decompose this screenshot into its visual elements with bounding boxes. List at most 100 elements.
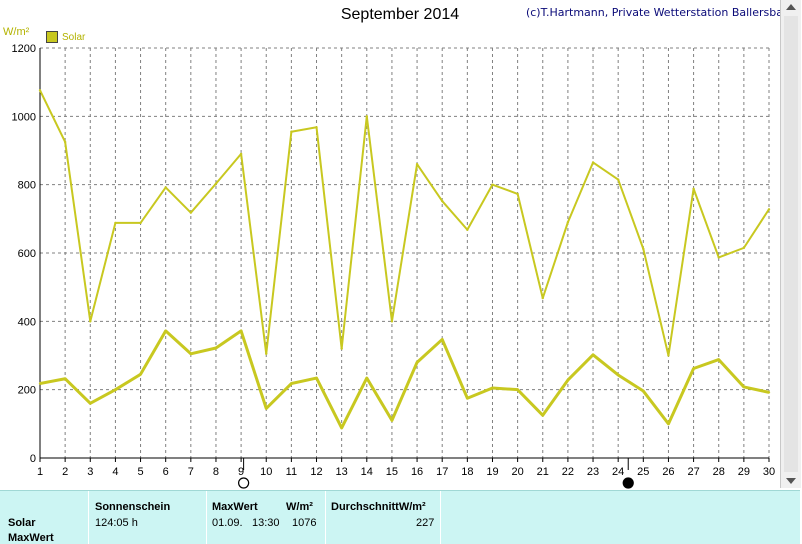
copyright-text: (c)T.Hartmann, Private Wetterstation Bal… — [525, 6, 796, 19]
x-tick-label: 5 — [137, 466, 143, 478]
data-point-max — [516, 192, 519, 196]
x-tick-label: 23 — [587, 466, 599, 478]
data-point-average — [541, 414, 544, 417]
data-point-max — [742, 246, 746, 250]
vertical-scrollbar[interactable] — [780, 0, 801, 488]
chart-title: September 2014 — [340, 6, 460, 23]
x-tick-label: 13 — [336, 466, 348, 478]
x-tick-label: 21 — [537, 466, 549, 478]
data-point-max — [767, 208, 771, 211]
data-point-max — [566, 221, 570, 224]
scrollbar-track[interactable] — [784, 16, 798, 472]
data-point-average — [742, 385, 746, 389]
data-point-max — [340, 347, 343, 350]
x-tick-label: 16 — [411, 466, 423, 478]
data-point-average — [491, 386, 494, 390]
data-point-average — [340, 426, 343, 430]
x-tick-label: 25 — [637, 466, 649, 478]
x-tick-label: 30 — [763, 466, 775, 478]
x-tick-label: 27 — [687, 466, 699, 478]
data-point-max — [365, 115, 368, 118]
data-point-max — [491, 183, 494, 186]
data-point-average — [89, 402, 92, 405]
x-tick-label: 2 — [62, 466, 68, 478]
data-point-average — [214, 346, 218, 350]
x-tick-label: 17 — [436, 466, 448, 478]
data-point-average — [667, 422, 670, 426]
x-tick-label: 9 — [238, 466, 244, 478]
data-point-max — [89, 320, 92, 323]
x-tick-label: 15 — [386, 466, 398, 478]
y-tick-label: 0 — [30, 453, 36, 465]
avg-value: 227 — [416, 517, 435, 529]
data-point-max — [189, 211, 193, 214]
x-tick-label: 8 — [213, 466, 219, 478]
data-point-max — [717, 256, 720, 259]
data-point-average — [365, 376, 368, 380]
x-tick-label: 28 — [713, 466, 725, 478]
series-line-average — [39, 329, 770, 430]
data-point-max — [265, 352, 268, 355]
data-point-average — [717, 358, 720, 361]
legend: Solar — [46, 31, 85, 43]
x-tick-label: 12 — [310, 466, 322, 478]
max-date: 01.09. — [212, 517, 243, 529]
data-point-average — [265, 407, 268, 410]
scroll-up-arrow-icon[interactable] — [786, 4, 796, 10]
max-header: MaxWert — [212, 501, 258, 513]
data-point-max — [642, 247, 645, 251]
data-point-average — [139, 373, 142, 376]
x-tick-label: 1 — [37, 466, 43, 478]
data-point-average — [642, 389, 645, 393]
scroll-down-arrow-icon[interactable] — [786, 478, 796, 484]
data-point-average — [63, 377, 67, 380]
y-tick-label: 1200 — [12, 43, 36, 55]
legend-label: Solar — [62, 31, 86, 43]
data-point-max — [139, 221, 142, 225]
data-point-average — [466, 397, 469, 400]
stats-divider — [325, 491, 326, 544]
data-point-average — [516, 388, 519, 391]
y-tick-label: 200 — [18, 385, 36, 397]
data-point-average — [767, 391, 771, 394]
x-tick-label: 4 — [112, 466, 118, 478]
x-tick-label: 20 — [511, 466, 523, 478]
data-point-average — [616, 373, 620, 377]
x-tick-label: 14 — [361, 466, 373, 478]
data-point-max — [541, 296, 544, 300]
data-point-average — [315, 376, 318, 380]
y-tick-label: 800 — [18, 180, 36, 192]
data-point-max — [114, 221, 117, 225]
y-tick-label: 400 — [18, 316, 36, 328]
data-point-max — [38, 89, 42, 92]
data-point-max — [239, 152, 243, 156]
stats-divider — [440, 491, 441, 544]
x-tick-label: 22 — [562, 466, 574, 478]
stats-divider — [206, 491, 207, 544]
data-point-average — [566, 378, 570, 382]
x-tick-label: 10 — [260, 466, 272, 478]
data-point-max — [290, 130, 293, 133]
data-point-average — [415, 361, 419, 364]
x-tick-label: 3 — [87, 466, 93, 478]
data-point-max — [63, 140, 67, 144]
x-tick-label: 11 — [286, 466, 297, 478]
data-point-max — [315, 126, 318, 129]
data-point-average — [441, 338, 444, 341]
data-point-max — [466, 228, 469, 231]
x-tick-label: 6 — [163, 466, 169, 478]
data-point-max — [667, 354, 670, 357]
data-point-max — [415, 162, 419, 166]
max-time: 13:30 — [252, 517, 280, 529]
sunshine-value: 124:05 h — [95, 517, 138, 529]
y-tick-label: 1000 — [12, 111, 36, 123]
y-tick-label: 600 — [18, 248, 36, 260]
data-point-max — [390, 320, 394, 323]
data-point-average — [591, 353, 595, 357]
stats-divider — [88, 491, 89, 544]
data-point-average — [692, 367, 695, 370]
data-point-max — [692, 187, 695, 190]
x-tick-label: 26 — [662, 466, 674, 478]
data-point-average — [164, 329, 167, 333]
